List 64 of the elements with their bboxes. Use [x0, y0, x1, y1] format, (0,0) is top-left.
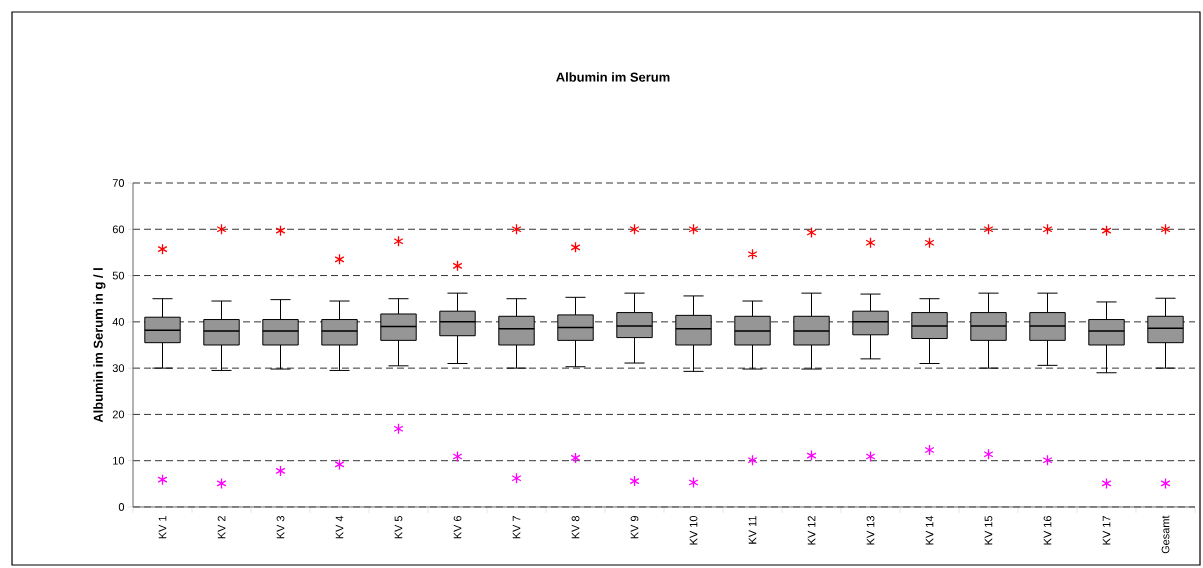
point: [1160, 223, 1171, 235]
y-tick-label: 40: [112, 317, 125, 326]
x-tick-label: KV 3: [276, 516, 285, 539]
y-tick-label: 70: [112, 179, 125, 187]
point: [334, 458, 345, 471]
point: [275, 465, 286, 477]
point: [629, 475, 640, 487]
point: [452, 260, 463, 272]
y-tick-label: 60: [112, 225, 125, 234]
y-axis-title: Albumin im Serum in g / l: [93, 268, 106, 423]
x-tick-label: KV 8: [571, 516, 580, 539]
point: [275, 225, 286, 237]
x-tick-label: KV 2: [217, 516, 226, 539]
point: [511, 223, 522, 235]
point: [924, 237, 935, 249]
point: [924, 444, 935, 456]
point: [452, 450, 463, 463]
point: [157, 474, 168, 486]
point: [1101, 225, 1112, 237]
point: [216, 477, 227, 490]
x-tick-label: KV 13: [866, 516, 875, 545]
x-tick-label: KV 14: [925, 515, 934, 545]
x-tick-label: KV 11: [748, 516, 757, 544]
x-tick-label: KV 7: [512, 516, 521, 539]
point: [806, 449, 817, 462]
y-tick-label: 20: [112, 410, 125, 419]
point: [688, 476, 699, 489]
point: [393, 423, 404, 435]
x-tick-label: KV 5: [394, 515, 403, 539]
point: [1042, 454, 1053, 466]
point: [747, 248, 758, 260]
x-tick-label: KV 9: [630, 516, 639, 539]
point: [865, 237, 876, 249]
point: [393, 235, 404, 247]
point: [1160, 477, 1171, 490]
point: [570, 452, 581, 464]
point: [1042, 223, 1053, 235]
x-tick-label: KV 17: [1102, 516, 1111, 545]
point: [865, 450, 876, 463]
point: [216, 223, 227, 235]
point: [806, 226, 817, 239]
point: [747, 454, 758, 466]
x-tick-label: KV 16: [1043, 516, 1052, 545]
point: [157, 243, 168, 255]
point: [629, 223, 640, 235]
x-tick-label: KV 15: [984, 515, 993, 545]
point: [688, 223, 699, 235]
point: [334, 253, 345, 266]
point: [511, 472, 522, 484]
point: [1101, 477, 1112, 490]
x-tick-label: KV 10: [689, 515, 698, 545]
x-tick-label: KV 6: [453, 516, 462, 539]
y-tick-label: 10: [113, 456, 125, 465]
x-tick-label: KV 4: [335, 515, 344, 539]
y-tick-label: 50: [112, 271, 125, 280]
point: [983, 448, 994, 460]
x-tick-label: Gesamt: [1161, 515, 1170, 554]
x-tick-label: KV 12: [807, 516, 816, 545]
x-tick-label: KV 1: [158, 516, 167, 539]
point: [570, 241, 581, 253]
chart-title: Albumin im Serum: [556, 72, 670, 82]
point: [983, 223, 994, 235]
y-tick-label: 30: [112, 364, 125, 373]
y-tick-label: 0: [118, 503, 125, 511]
